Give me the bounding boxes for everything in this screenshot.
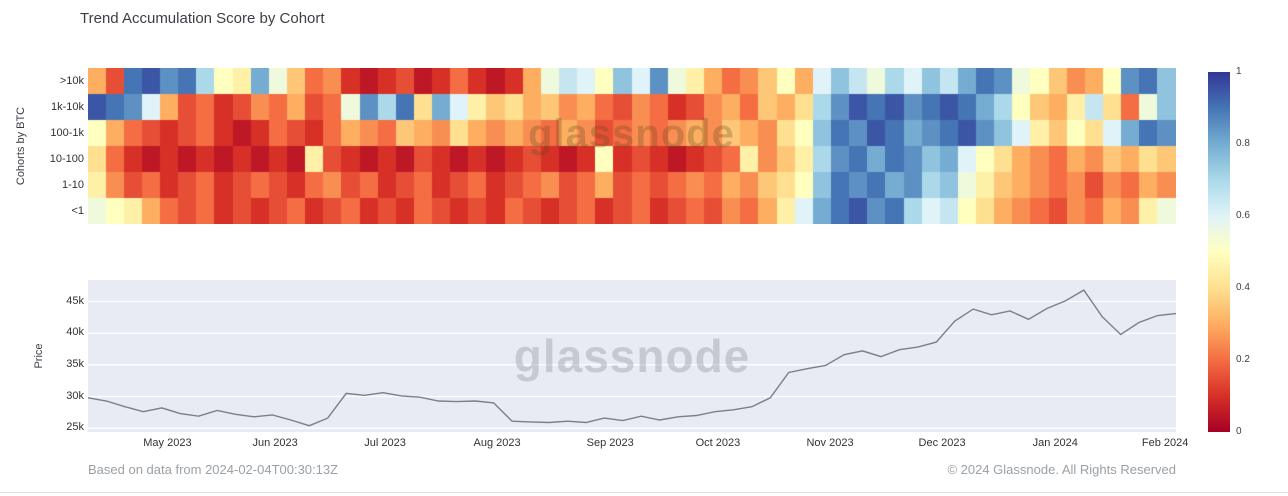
data-source-note: Based on data from 2024-02-04T00:30:13Z [88, 462, 339, 477]
heatmap-row-label: 1k-10k [50, 101, 84, 113]
price-y-tick-label: 45k [66, 294, 84, 307]
x-axis-tick-label: Sep 2023 [586, 437, 634, 449]
price-line [88, 289, 1176, 427]
price-y-tick-label: 25k [66, 421, 84, 434]
heatmap-canvas [88, 68, 1176, 224]
heatmap-y-axis-label: Cohorts by BTC [15, 106, 27, 186]
colorbar-tick-label: 0.2 [1236, 354, 1250, 365]
x-axis-tick-label: Jul 2023 [364, 437, 406, 449]
colorbar-tick-label: 0 [1236, 426, 1242, 437]
price-y-tick-label: 30k [66, 389, 84, 402]
heatmap-row-label: 100-1k [50, 127, 84, 139]
page-title: Trend Accumulation Score by Cohort [80, 10, 325, 27]
bottom-divider [0, 492, 1288, 493]
price-y-tick-label: 40k [66, 326, 84, 339]
colorbar-tick-label: 0.8 [1236, 138, 1250, 149]
x-axis-tick-label: Feb 2024 [1141, 437, 1189, 449]
x-axis-tick-label: Jun 2023 [252, 437, 298, 449]
price-chart: glassnode [88, 280, 1176, 432]
x-axis-tick-label: Aug 2023 [473, 437, 521, 449]
cohort-heatmap: glassnode [88, 68, 1176, 224]
colorbar-gradient [1208, 72, 1230, 432]
x-axis-tick-label: May 2023 [143, 437, 192, 449]
copyright-note: © 2024 Glassnode. All Rights Reserved [947, 462, 1176, 477]
x-axis-tick-label: Nov 2023 [806, 437, 854, 449]
colorbar-tick-label: 0.6 [1236, 210, 1250, 221]
x-axis-tick-label: Dec 2023 [918, 437, 966, 449]
heatmap-row-label: 10-100 [49, 153, 84, 165]
price-y-axis-label: Price [33, 343, 45, 369]
heatmap-row-label: 1-10 [61, 179, 84, 191]
heatmap-row-label: >10k [59, 75, 84, 87]
heatmap-row-label: <1 [71, 205, 84, 217]
colorbar-tick-label: 1 [1236, 66, 1242, 77]
x-axis-tick-label: Jan 2024 [1032, 437, 1078, 449]
x-axis-tick-label: Oct 2023 [695, 437, 741, 449]
colorbar-tick-label: 0.4 [1236, 282, 1250, 293]
price-line-svg [88, 289, 1176, 429]
